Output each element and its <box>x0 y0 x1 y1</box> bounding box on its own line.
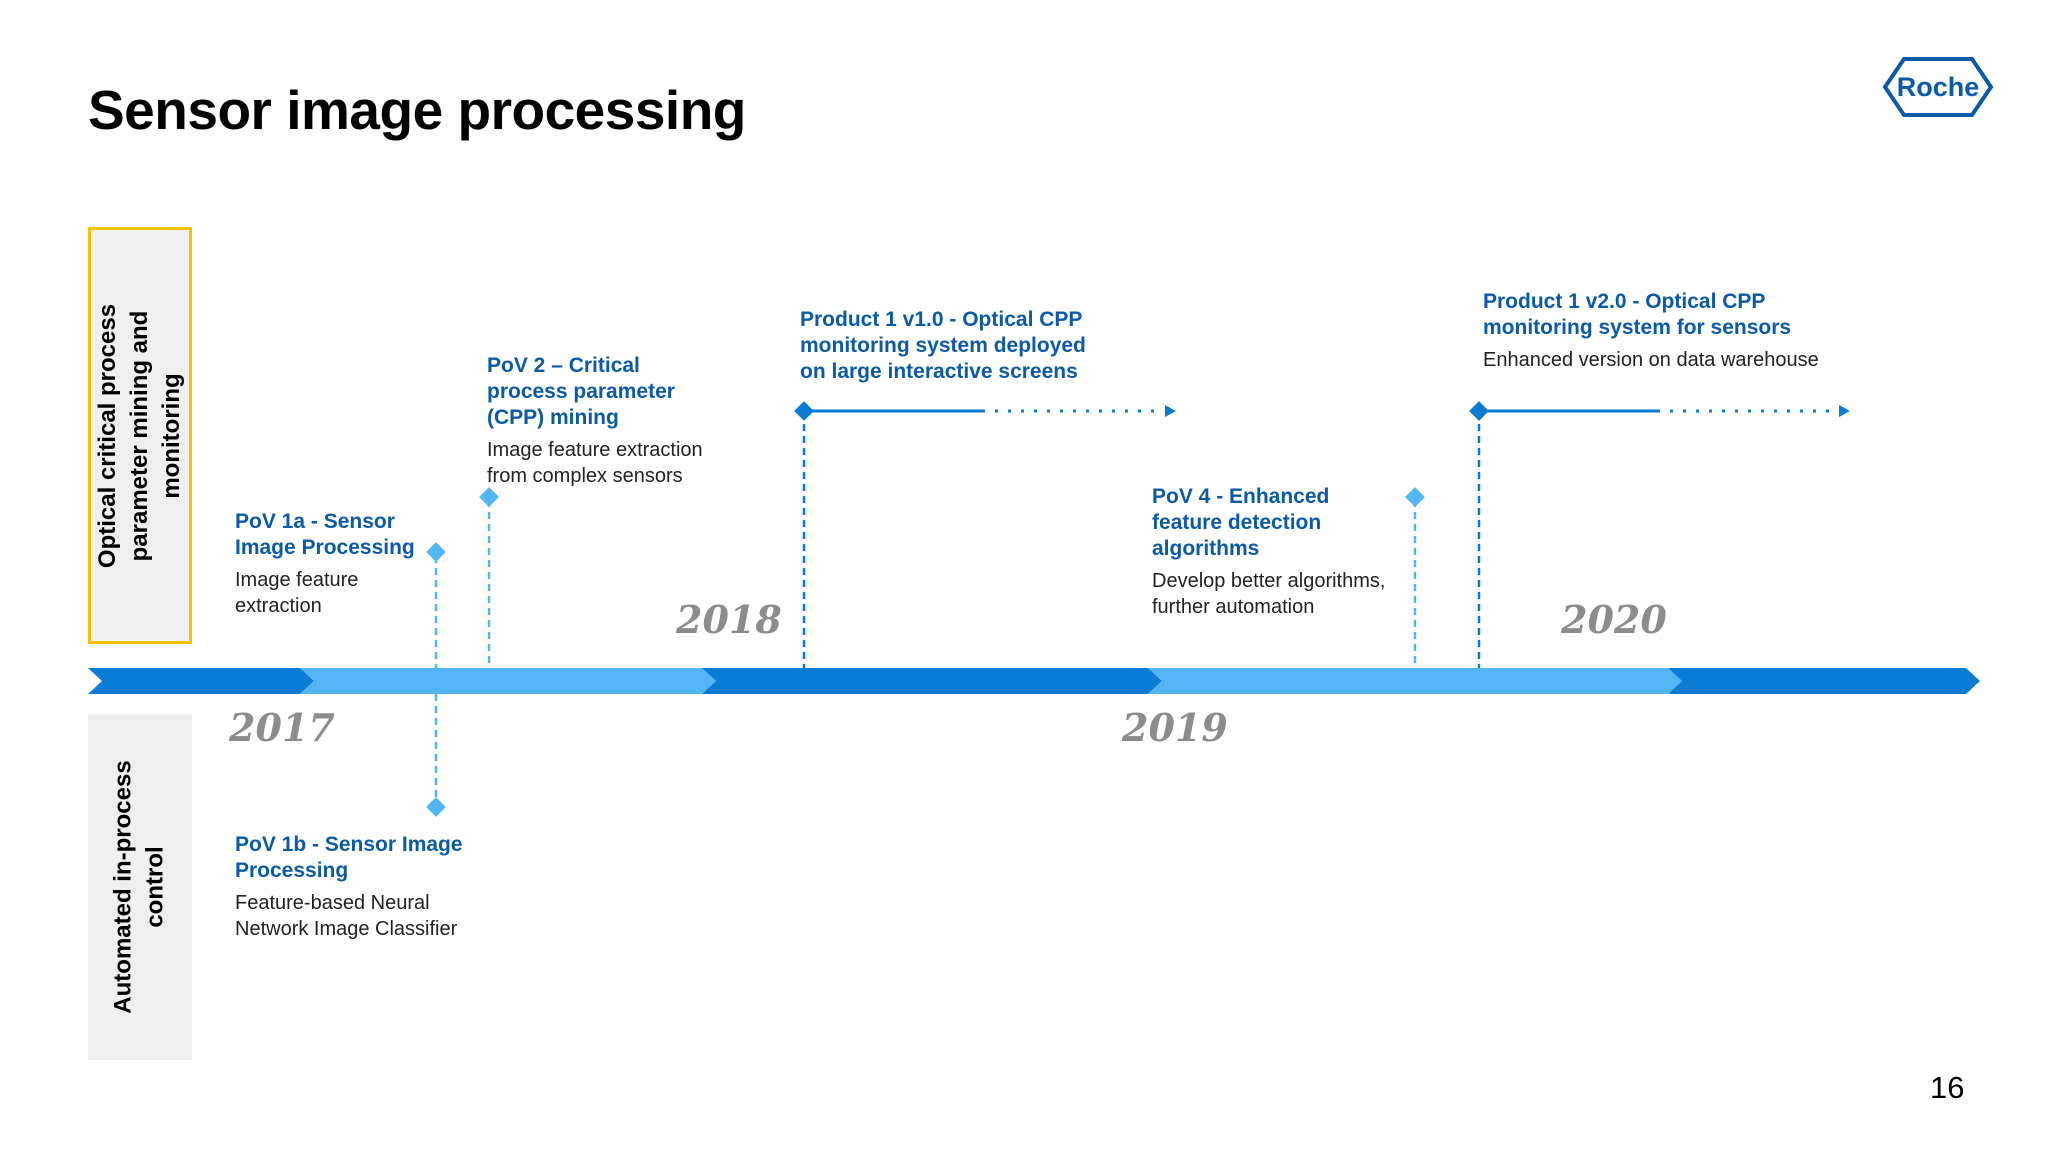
milestone-title: PoV 4 - Enhanced feature detection algor… <box>1152 485 1330 560</box>
milestone-description: Develop better algorithms, further autom… <box>1152 570 1386 618</box>
milestone-prod1v1: Product 1 v1.0 - Optical CPP monitoring … <box>800 307 1086 385</box>
diamond-pov4 <box>1405 487 1425 507</box>
milestone-pov2: PoV 2 – Critical process parameter (CPP)… <box>487 353 703 489</box>
milestone-title: PoV 2 – Critical process parameter (CPP)… <box>487 354 675 429</box>
arrowhead-prod1v1 <box>1165 405 1176 417</box>
timeline-segment-light-1 <box>300 668 716 694</box>
diamond-prod1v2 <box>1469 401 1489 421</box>
logo-text: Roche <box>1897 72 1980 102</box>
milestone-pov4: PoV 4 - Enhanced feature detection algor… <box>1152 484 1385 620</box>
diamond-pov1b <box>426 797 446 817</box>
lane-label-automated-control: Automated in-process control <box>88 714 192 1060</box>
milestone-title: Product 1 v2.0 - Optical CPP monitoring … <box>1483 290 1792 339</box>
milestone-title: Product 1 v1.0 - Optical CPP monitoring … <box>800 308 1086 383</box>
milestone-description: Image feature extraction <box>235 569 359 617</box>
timeline-segment-light-2 <box>1148 668 1682 694</box>
milestone-pov1b: PoV 1b - Sensor Image Processing Feature… <box>235 832 463 942</box>
milestone-pov1a: PoV 1a - Sensor Image Processing Image f… <box>235 509 415 619</box>
timeline-segment-dark-3 <box>1668 668 1980 694</box>
milestone-description: Feature-based Neural Network Image Class… <box>235 892 458 940</box>
milestone-description: Enhanced version on data warehouse <box>1483 349 1819 371</box>
arrowhead-prod1v2 <box>1839 405 1850 417</box>
milestone-title: PoV 1a - Sensor Image Processing <box>235 510 415 559</box>
timeline-segment-dark-2 <box>702 668 1162 694</box>
year-label-2018: 2018 <box>676 597 782 642</box>
roche-logo: Roche <box>1882 57 1994 117</box>
diamond-pov2 <box>479 487 499 507</box>
lane-label-optical-cpp: Optical critical process parameter minin… <box>88 227 192 644</box>
year-label-2019: 2019 <box>1122 705 1228 750</box>
year-label-2017: 2017 <box>229 705 335 750</box>
slide-title: Sensor image processing <box>88 79 746 141</box>
page-number: 16 <box>1930 1070 1965 1105</box>
milestone-prod1v2: Product 1 v2.0 - Optical CPP monitoring … <box>1483 289 1819 373</box>
milestone-title: PoV 1b - Sensor Image Processing <box>235 833 463 882</box>
diamond-prod1v1 <box>794 401 814 421</box>
milestone-description: Image feature extraction from complex se… <box>487 439 703 487</box>
diamond-pov1a <box>426 542 446 562</box>
timeline-segment-dark-1 <box>88 668 314 694</box>
year-label-2020: 2020 <box>1561 597 1667 642</box>
